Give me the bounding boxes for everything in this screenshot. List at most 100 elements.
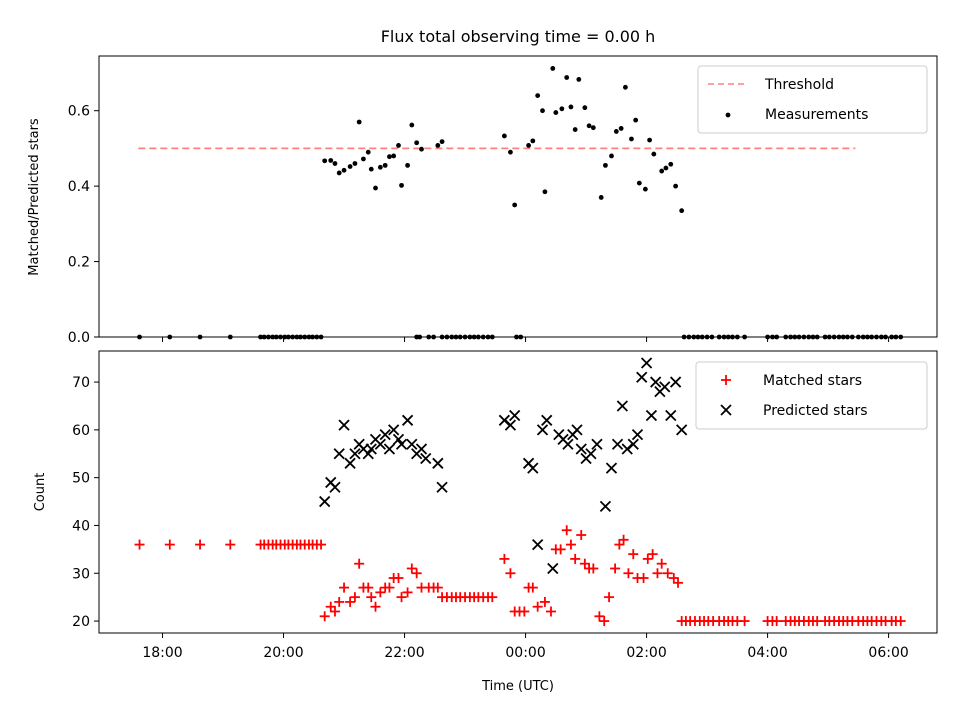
x-tick-label: 04:00 <box>747 645 787 661</box>
predicted-star-point <box>338 419 350 431</box>
measurement-point <box>387 154 392 160</box>
matched-star-point <box>614 539 625 550</box>
predicted-star-point <box>379 429 391 441</box>
predicted-star-point <box>541 414 553 426</box>
predicted-star-point <box>562 438 574 450</box>
matched-star-point <box>432 582 443 593</box>
measurement-point <box>368 166 374 172</box>
measurement-point <box>501 133 507 139</box>
measurement-point <box>419 146 424 152</box>
measurement-point <box>542 189 548 195</box>
measurement-point <box>582 105 588 111</box>
predicted-star-point <box>616 400 629 412</box>
measurement-point <box>618 126 624 131</box>
matched-star-point <box>555 544 566 555</box>
top-plot-frame <box>98 55 938 338</box>
measurement-point <box>598 195 604 200</box>
measurement-point <box>636 180 642 186</box>
y-tick-label: 0.4 <box>68 179 90 195</box>
measurement-point <box>530 138 536 144</box>
measurement-point <box>356 119 362 125</box>
predicted-legend-marker <box>720 404 732 416</box>
bottom-legend: Matched stars Predicted stars <box>695 361 928 430</box>
matched-star-point <box>329 606 340 617</box>
matched-star-point <box>652 568 663 579</box>
matched-star-point <box>519 606 530 617</box>
measurement-point <box>590 125 596 131</box>
matched-star-point <box>668 573 679 584</box>
predicted-star-point <box>319 495 331 508</box>
matched-star-point <box>532 601 543 612</box>
predicted-star-point <box>415 443 428 455</box>
measurement-point <box>564 75 570 80</box>
matched-star-point <box>384 582 395 593</box>
predicted-star-point <box>401 414 414 426</box>
predicted-star-point <box>365 443 377 455</box>
predicted-star-point <box>665 409 677 422</box>
measurement-point <box>550 66 556 71</box>
predicted-star-point <box>659 381 671 393</box>
measurement-point <box>377 164 383 170</box>
y-tick-label: 50 <box>72 471 90 487</box>
x-tick-label: 20:00 <box>263 645 303 661</box>
matched-star-point <box>527 582 538 593</box>
measurement-point <box>568 104 574 110</box>
matched-star-point <box>325 601 336 612</box>
predicted-star-point <box>640 357 653 369</box>
matched-star-point <box>370 601 381 612</box>
measurement-point <box>336 170 342 176</box>
matched-star-point <box>594 611 605 622</box>
measurement-point <box>414 140 420 146</box>
measurement-point <box>373 185 378 191</box>
predicted-star-point <box>532 538 544 551</box>
measurement-point <box>365 149 371 155</box>
matched-star-point <box>319 611 330 622</box>
bottom-panel: 18:00 20:00 22:00 00:00 02:00 04:00 06:00 20 30… <box>33 350 938 694</box>
matched-star-point <box>588 563 599 574</box>
predicted-star-point <box>669 376 682 388</box>
measurement-point <box>679 208 685 214</box>
predicted-star-point <box>406 438 418 450</box>
y-tick-label: 0.0 <box>68 330 90 346</box>
y-tick-label: 60 <box>72 423 90 439</box>
top-legend: Threshold Measurements <box>697 65 928 134</box>
measurement-point <box>328 158 334 163</box>
measurement-point <box>553 110 559 115</box>
y-tick-label: 0.2 <box>68 255 90 271</box>
measurement-point <box>409 122 415 128</box>
x-tick-label: 00:00 <box>505 645 545 661</box>
y-tick-label: 40 <box>72 518 90 534</box>
predicted-star-point <box>504 419 517 431</box>
measurement-point <box>576 76 582 82</box>
bottom-x-ticks: 18:00 20:00 22:00 00:00 02:00 04:00 06:00 <box>142 633 909 661</box>
measurement-point <box>673 183 679 189</box>
predicted-star-point <box>547 562 559 575</box>
matched-star-point <box>561 525 572 536</box>
matched-star-point <box>539 596 550 607</box>
bottom-y-ticks: 20 30 40 50 60 70 <box>72 375 99 630</box>
predicted-star-point <box>591 438 603 450</box>
matched-star-point <box>623 568 634 579</box>
matched-star-point <box>195 539 206 550</box>
predicted-star-point <box>432 457 444 469</box>
top-y-ticks: 0.0 0.2 0.4 0.6 <box>68 104 99 346</box>
predicted-star-point <box>333 448 345 460</box>
matched-legend-marker <box>721 375 731 385</box>
measurement-point <box>535 93 541 99</box>
measurement-point <box>622 84 628 90</box>
matched-star-point <box>316 539 327 550</box>
matched-star-point <box>225 539 236 550</box>
matched-star-point <box>334 596 345 607</box>
measurement-point <box>341 167 347 173</box>
predicted-star-point <box>585 448 597 460</box>
measurements-legend-swatch <box>725 112 731 118</box>
measurement-point <box>586 123 592 129</box>
matched-star-point <box>599 616 610 627</box>
measurement-point <box>347 164 353 169</box>
bottom-legend-frame <box>695 361 928 430</box>
measurement-point <box>352 161 358 166</box>
predicted-legend-label: Predicted stars <box>763 403 868 419</box>
measurement-point <box>526 142 531 148</box>
predicted-legend-swatch <box>720 404 732 416</box>
